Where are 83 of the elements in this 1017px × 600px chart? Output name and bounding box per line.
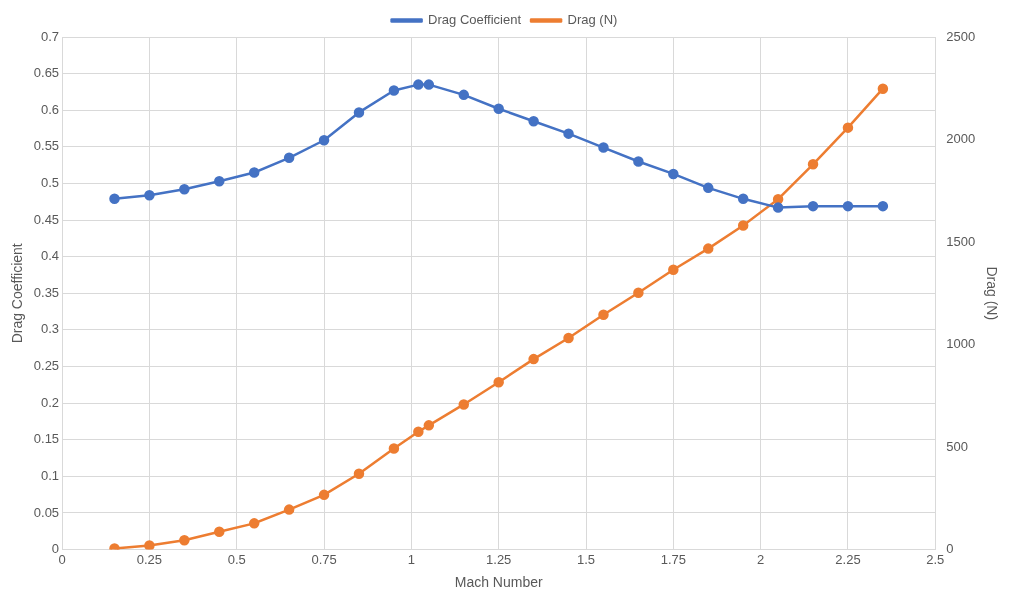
point (179, 184, 190, 195)
x-tick-label: 2.5 (926, 551, 945, 567)
point (283, 504, 295, 515)
x-tick-label: 2.25 (835, 551, 861, 567)
x-tick-label: 1.5 (576, 551, 596, 567)
legend-label: Drag (N) (567, 12, 618, 28)
legend-label: Drag Coefficient (428, 12, 522, 28)
y2-tick-label: 2500 (946, 28, 976, 44)
y2-tick-label: 1500 (946, 233, 976, 249)
x-tick-label: 2 (757, 551, 765, 567)
y-tick-label: 0.6 (41, 101, 60, 117)
point (144, 189, 155, 201)
point (633, 287, 644, 298)
y-tick-label: 0 (51, 541, 60, 557)
point (214, 176, 225, 187)
y-tick-label: 0.7 (41, 28, 60, 44)
y-tick-label: 0.05 (33, 504, 60, 520)
point (598, 309, 609, 321)
point (413, 79, 424, 90)
point (528, 353, 539, 365)
y-tick-label: 0.65 (33, 65, 60, 81)
point (283, 152, 295, 164)
point (528, 115, 539, 127)
point (703, 182, 714, 194)
point (737, 193, 749, 205)
point (144, 540, 155, 550)
y-tick-label: 0.15 (33, 431, 60, 447)
point (413, 426, 424, 437)
point (353, 468, 365, 479)
y2-tick-label: 2000 (946, 131, 976, 147)
point (668, 264, 679, 275)
x-tick-label: 0.75 (311, 551, 337, 567)
y-tick-label: 0.1 (41, 467, 60, 483)
point (318, 135, 330, 146)
point (772, 202, 784, 213)
x-tick-label: 1.75 (660, 551, 686, 567)
y-tick-label: 0.5 (41, 175, 60, 191)
point (703, 243, 714, 254)
point (388, 443, 400, 454)
point (598, 142, 609, 153)
point (737, 220, 749, 231)
y2-axis-title: Drag (N) (983, 266, 1000, 321)
point (388, 85, 400, 96)
y-axis-title: Drag Coefficient (9, 243, 26, 344)
y2-tick-label: 0 (946, 541, 954, 557)
x-tick-label: 0.5 (227, 551, 246, 567)
point (248, 167, 260, 178)
point (109, 193, 120, 205)
x-tick-label: 0.25 (136, 551, 163, 567)
y2-tick-label: 1000 (946, 336, 976, 352)
point (633, 156, 644, 167)
point (877, 200, 889, 212)
point (842, 200, 854, 212)
point (214, 526, 225, 538)
point (353, 107, 365, 118)
point (423, 420, 435, 431)
y-tick-label: 0.4 (41, 248, 60, 264)
y-tick-label: 0.2 (41, 394, 60, 410)
point (179, 534, 190, 546)
point (493, 103, 504, 115)
point (807, 200, 819, 212)
point (668, 168, 679, 180)
point (563, 332, 574, 344)
point (877, 83, 889, 94)
point (423, 79, 435, 90)
point (842, 122, 854, 133)
point (318, 489, 330, 501)
point (493, 377, 504, 388)
point (772, 193, 784, 205)
point (458, 399, 470, 410)
y-tick-label: 0.3 (41, 321, 60, 337)
y-tick-label: 0.55 (33, 138, 60, 154)
point (248, 518, 260, 529)
y-tick-label: 0.25 (33, 358, 60, 374)
x-axis-title: Mach Number (454, 574, 543, 591)
y2-tick-label: 500 (946, 438, 968, 454)
y-tick-label: 0.35 (33, 284, 60, 300)
x-tick-label: 1.25 (486, 551, 512, 567)
y-tick-label: 0.45 (33, 211, 60, 227)
point (807, 159, 819, 170)
point (458, 89, 470, 101)
point (563, 128, 574, 139)
x-tick-label: 1 (407, 551, 415, 567)
